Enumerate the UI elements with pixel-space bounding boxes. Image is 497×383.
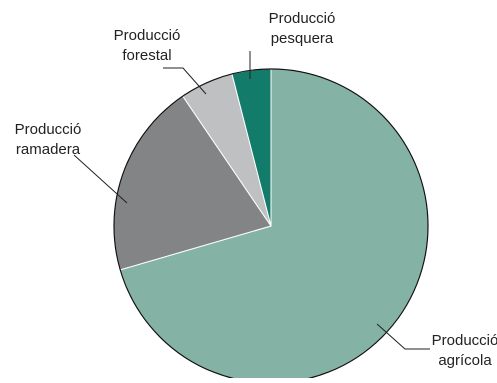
slice-label-ramadera-line-2: ramadera (16, 141, 81, 158)
pie-outline (113, 68, 429, 383)
slice-label-agricola-line-2: agrícola (438, 352, 492, 369)
leader-line-ramadera (73, 154, 128, 204)
slice-labels: Producció agrícola Producció ramadera Produc… (15, 10, 497, 369)
leader-line-forestal (163, 67, 207, 95)
slice-label-ramadera-line-1: Producció (15, 121, 82, 138)
leader-lines (73, 51, 430, 350)
slice-label-pesquera-line-2: pesquera (271, 30, 334, 47)
slice-label-agricola-line-1: Producció (432, 332, 497, 349)
leader-line-agricola (376, 323, 430, 350)
slice-label-forestal-line-1: Producció (114, 27, 181, 44)
pie-slices (113, 68, 429, 383)
slice-label-forestal-line-2: forestal (122, 47, 171, 64)
slice-label-pesquera-line-1: Producció (269, 10, 336, 27)
